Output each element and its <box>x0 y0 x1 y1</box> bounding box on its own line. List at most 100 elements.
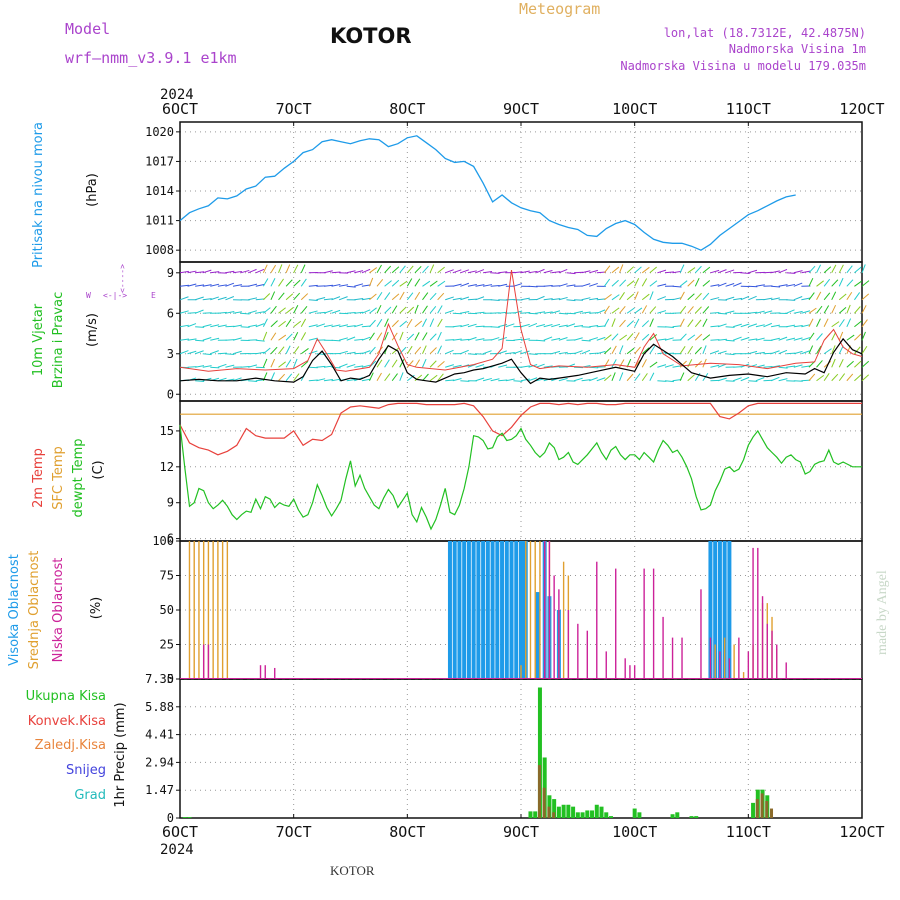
wind-barb <box>293 279 301 287</box>
cloud-low-bar <box>776 644 778 679</box>
wind-barb <box>285 264 291 273</box>
wind-barb <box>793 324 803 328</box>
wind-barb <box>361 268 371 274</box>
wind-barb <box>566 284 576 287</box>
wind-barb <box>801 324 811 328</box>
precip-total-bar <box>537 687 542 818</box>
wind-barb <box>248 268 257 274</box>
wind-barb <box>551 350 561 355</box>
wind-barb <box>467 323 477 328</box>
wind-barb <box>748 364 758 368</box>
footer-location: KOTOR <box>330 863 375 878</box>
wind-barb <box>589 337 598 341</box>
wind-barb <box>596 350 606 355</box>
cloud-high-bar <box>519 541 523 679</box>
wind-barb <box>384 373 391 382</box>
wind-barb <box>634 332 640 341</box>
wind-barb <box>808 292 815 301</box>
wind-barb <box>702 266 711 274</box>
wind-barb <box>634 278 640 287</box>
wind-barb <box>354 323 364 328</box>
wind-barb <box>543 270 553 274</box>
cloud-low-bar <box>274 667 276 679</box>
wind-barb <box>399 280 408 287</box>
wind-barb <box>422 373 429 382</box>
ytick-label: 1008 <box>145 243 174 257</box>
wind-barb <box>391 373 398 382</box>
wind-barb <box>657 310 667 314</box>
wind-barb <box>248 310 257 314</box>
wind-barb <box>581 349 591 355</box>
wind-barb <box>603 265 611 274</box>
wind-barb <box>331 378 341 382</box>
wind-barb <box>543 365 553 368</box>
wind-barb <box>816 264 822 274</box>
wind-barb <box>536 339 546 342</box>
wind-barb <box>573 310 583 314</box>
xtick-label-bottom: 8OCT <box>389 823 425 841</box>
precip-total-bar <box>689 816 694 818</box>
meteogram-title: Meteogram <box>519 0 600 18</box>
wind-barb <box>376 372 382 382</box>
cloud-low-bar <box>615 568 617 679</box>
precip-total-bar <box>751 802 756 818</box>
wind-barb <box>331 271 341 274</box>
wind-barb <box>808 373 816 382</box>
wind-barb <box>641 347 650 355</box>
xtick-label-top: 11OCT <box>726 100 771 118</box>
wind-barb <box>558 351 568 355</box>
wind-barb <box>452 325 462 328</box>
xtick-label-top: 10OCT <box>612 100 657 118</box>
wind-barb <box>619 306 626 314</box>
wind-barb <box>194 350 204 355</box>
wind-barb <box>308 350 318 355</box>
precip-ylabel: 1hr Precip (mm) <box>113 702 128 807</box>
wind-barb <box>551 298 561 301</box>
wind-barb <box>429 318 435 327</box>
wind-barb <box>483 271 493 274</box>
cloud-mid-bar <box>221 541 224 679</box>
precip-legend-snow: Snijeg <box>66 763 106 778</box>
location-title: KOTOR <box>330 24 412 48</box>
wind-barb <box>452 269 462 274</box>
ytick-label: 1020 <box>145 125 174 139</box>
precip-total-bar <box>585 810 590 818</box>
wind-barb <box>725 310 735 314</box>
compass-ns: <----> <box>118 264 127 293</box>
wind-barb <box>346 351 356 355</box>
wind-barb <box>786 299 796 301</box>
wind-barb <box>270 320 278 328</box>
wind-barb <box>657 338 667 341</box>
cloud-high-bar <box>727 541 732 679</box>
wind-barb <box>210 366 220 369</box>
wind-barb <box>838 331 844 341</box>
wind-barb <box>195 284 205 287</box>
wind-barb <box>202 269 212 274</box>
cloud-low-bar <box>652 568 655 679</box>
ytick-label: 100 <box>152 534 174 548</box>
wind-barb <box>619 279 627 287</box>
wind-barb <box>838 293 847 301</box>
precip-total-bar <box>561 804 566 818</box>
temp-label-2m: 2m Temp <box>31 448 46 508</box>
wind-barb <box>278 278 284 287</box>
wind-barb <box>626 266 635 274</box>
precip-total-bar <box>533 811 538 818</box>
ytick-label: 25 <box>160 638 174 652</box>
wind-barb <box>672 285 682 288</box>
precip-total-bar <box>632 808 637 818</box>
wind-barb <box>316 296 326 301</box>
wind-barb <box>368 372 374 381</box>
wind-barb <box>323 309 333 314</box>
wind-barb <box>391 293 400 301</box>
wind-barb <box>445 339 455 341</box>
wind-barb <box>717 323 727 328</box>
wind-barb <box>687 345 694 355</box>
wind-barb <box>786 365 796 368</box>
wind-barb <box>808 332 815 341</box>
wind-barb <box>475 284 485 287</box>
wind-barb <box>498 324 508 328</box>
wind-barb <box>202 312 212 314</box>
wind-barb <box>770 350 780 355</box>
wind-barb <box>816 374 825 382</box>
